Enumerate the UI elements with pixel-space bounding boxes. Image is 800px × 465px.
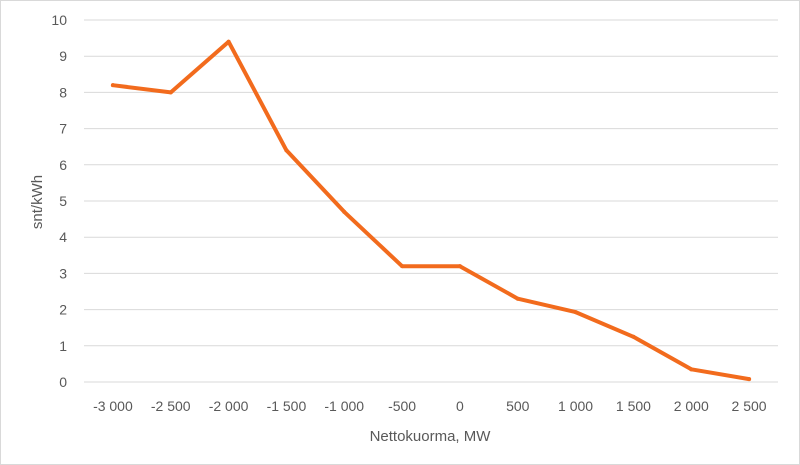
data-point xyxy=(342,209,347,214)
x-axis-title: Nettokuorma, MW xyxy=(370,428,492,445)
y-tick-label: 0 xyxy=(59,374,67,390)
y-tick-label: 9 xyxy=(59,48,67,64)
data-point xyxy=(631,334,636,339)
y-tick-label: 2 xyxy=(59,302,67,318)
x-tick-label: 2 500 xyxy=(732,398,767,414)
y-tick-labels: 0 1 2 3 4 5 6 7 8 9 10 xyxy=(51,12,67,390)
y-tick-label: 4 xyxy=(59,229,67,245)
x-tick-label: 0 xyxy=(456,398,464,414)
data-point xyxy=(573,310,578,315)
data-point xyxy=(110,83,115,88)
data-point xyxy=(226,39,231,44)
data-point xyxy=(689,367,694,372)
data-point xyxy=(457,264,462,269)
gridlines xyxy=(84,19,778,383)
data-point xyxy=(284,148,289,153)
series-line xyxy=(110,39,752,382)
data-point xyxy=(747,377,752,382)
y-tick-label: 3 xyxy=(59,265,67,281)
data-point xyxy=(515,296,520,301)
x-tick-label: 1 000 xyxy=(558,398,593,414)
x-tick-label: 500 xyxy=(506,398,530,414)
x-tick-label: -2 000 xyxy=(209,398,249,414)
x-tick-label: -500 xyxy=(388,398,416,414)
y-axis-title: snt/kWh xyxy=(29,175,46,229)
x-tick-label: -3 000 xyxy=(93,398,133,414)
y-tick-label: 1 xyxy=(59,338,67,354)
x-tick-label: -1 500 xyxy=(267,398,307,414)
x-tick-label: 2 000 xyxy=(674,398,709,414)
x-tick-label: 1 500 xyxy=(616,398,651,414)
x-tick-labels: -3 000 -2 500 -2 000 -1 500 -1 000 -500 0 500 1 … xyxy=(93,398,767,414)
series-group xyxy=(110,39,752,382)
x-tick-label: -1 000 xyxy=(324,398,364,414)
y-tick-label: 5 xyxy=(59,193,67,209)
y-tick-label: 10 xyxy=(51,12,67,28)
y-tick-label: 8 xyxy=(59,84,67,100)
data-point xyxy=(168,90,173,95)
y-tick-label: 7 xyxy=(59,121,67,137)
data-point xyxy=(400,264,405,269)
y-tick-label: 6 xyxy=(59,157,67,173)
x-tick-label: -2 500 xyxy=(151,398,191,414)
